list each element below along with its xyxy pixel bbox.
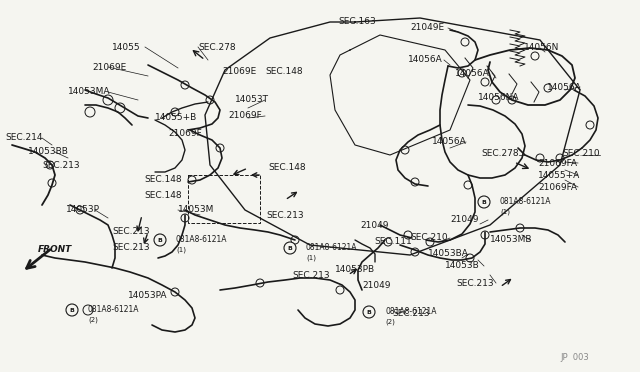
Text: (1): (1) bbox=[500, 209, 510, 215]
Text: B: B bbox=[287, 246, 292, 250]
Text: 14053B: 14053B bbox=[445, 262, 480, 270]
Text: SEC.163: SEC.163 bbox=[338, 17, 376, 26]
Text: SEC.213: SEC.213 bbox=[112, 244, 150, 253]
Text: 21049: 21049 bbox=[362, 280, 390, 289]
Bar bbox=[188, 175, 260, 223]
Text: 081A8-6121A: 081A8-6121A bbox=[385, 308, 436, 317]
Text: SEC.210: SEC.210 bbox=[562, 148, 600, 157]
Text: 14053T: 14053T bbox=[235, 96, 269, 105]
Text: 14056N: 14056N bbox=[524, 44, 559, 52]
Text: SEC.148: SEC.148 bbox=[268, 164, 306, 173]
Text: 14053BB: 14053BB bbox=[28, 148, 69, 157]
Text: 21049: 21049 bbox=[360, 221, 388, 230]
Text: 14056A: 14056A bbox=[432, 138, 467, 147]
Text: 14053MA: 14053MA bbox=[68, 87, 111, 96]
Text: 14053M: 14053M bbox=[178, 205, 214, 215]
Text: SEC.213: SEC.213 bbox=[112, 228, 150, 237]
Text: 081A8-6121A: 081A8-6121A bbox=[176, 235, 227, 244]
Text: 14055+A: 14055+A bbox=[538, 170, 580, 180]
Text: SEC.213: SEC.213 bbox=[266, 211, 303, 219]
Circle shape bbox=[363, 306, 375, 318]
Text: SEC.213: SEC.213 bbox=[42, 160, 79, 170]
Text: (1): (1) bbox=[176, 247, 186, 253]
Text: 21069E: 21069E bbox=[222, 67, 256, 77]
Text: 21069E: 21069E bbox=[92, 62, 126, 71]
Text: SEC.214: SEC.214 bbox=[5, 134, 42, 142]
Circle shape bbox=[478, 196, 490, 208]
Text: B: B bbox=[157, 237, 163, 243]
Text: SEC.148: SEC.148 bbox=[265, 67, 303, 77]
Text: 14055+B: 14055+B bbox=[155, 113, 197, 122]
Text: B: B bbox=[481, 199, 486, 205]
Text: FRONT: FRONT bbox=[38, 246, 72, 254]
Text: 081A8-6121A: 081A8-6121A bbox=[306, 244, 358, 253]
Circle shape bbox=[66, 304, 78, 316]
Text: SEC.148: SEC.148 bbox=[144, 190, 182, 199]
Text: 21069F: 21069F bbox=[168, 128, 202, 138]
Text: SEC.111: SEC.111 bbox=[374, 237, 412, 247]
Text: B: B bbox=[70, 308, 74, 312]
Text: (1): (1) bbox=[306, 255, 316, 261]
Text: SEC.278: SEC.278 bbox=[198, 42, 236, 51]
Text: B: B bbox=[367, 310, 371, 314]
Text: 14053P: 14053P bbox=[66, 205, 100, 215]
Text: SEC.210: SEC.210 bbox=[410, 234, 447, 243]
Text: 081A8-6121A: 081A8-6121A bbox=[88, 305, 140, 314]
Text: (2): (2) bbox=[88, 317, 98, 323]
Text: 14053MB: 14053MB bbox=[490, 235, 532, 244]
Text: SEC.278: SEC.278 bbox=[481, 148, 518, 157]
Text: 21049E: 21049E bbox=[410, 23, 444, 32]
Text: (2): (2) bbox=[385, 319, 395, 325]
Text: 21069F: 21069F bbox=[228, 112, 262, 121]
Text: SEC.213: SEC.213 bbox=[392, 308, 429, 317]
Text: 14055: 14055 bbox=[112, 42, 141, 51]
Circle shape bbox=[154, 234, 166, 246]
Text: 14056A: 14056A bbox=[408, 55, 443, 64]
Text: 21069FA: 21069FA bbox=[538, 158, 577, 167]
Text: 21069FA: 21069FA bbox=[538, 183, 577, 192]
Text: 14053PB: 14053PB bbox=[335, 266, 375, 275]
Text: 14056A: 14056A bbox=[455, 68, 490, 77]
Text: 14053BA: 14053BA bbox=[428, 248, 469, 257]
Text: SEC.213: SEC.213 bbox=[456, 279, 493, 288]
Circle shape bbox=[284, 242, 296, 254]
Text: 081A8-6121A: 081A8-6121A bbox=[500, 198, 552, 206]
Text: 21049: 21049 bbox=[450, 215, 479, 224]
Text: 14053PA: 14053PA bbox=[128, 291, 168, 299]
Text: SEC.213: SEC.213 bbox=[292, 270, 330, 279]
Text: SEC.148: SEC.148 bbox=[144, 174, 182, 183]
Text: JP  003: JP 003 bbox=[560, 353, 589, 362]
Text: 14056NA: 14056NA bbox=[478, 93, 520, 102]
Text: 14056A: 14056A bbox=[547, 83, 582, 92]
